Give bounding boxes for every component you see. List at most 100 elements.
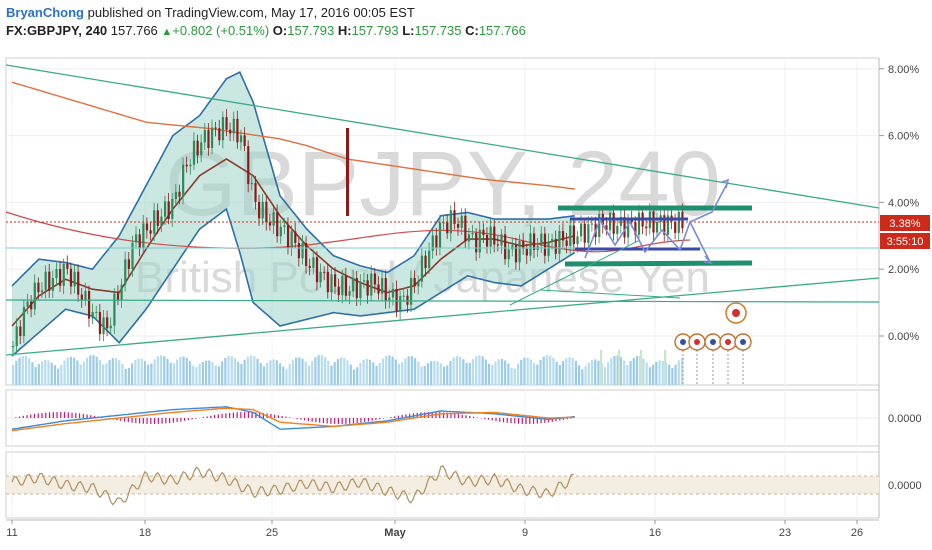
candle-body	[294, 231, 297, 243]
candle-body	[370, 273, 373, 296]
volume-bar	[359, 362, 362, 385]
volume-bar	[545, 355, 549, 385]
volume-bar	[37, 364, 40, 385]
volume-bar	[680, 357, 684, 385]
candle-body	[489, 226, 492, 247]
candle-body	[406, 295, 409, 305]
volume-bar	[147, 364, 150, 385]
candle-body	[210, 127, 214, 149]
candle-body	[402, 295, 405, 297]
candle-body	[69, 268, 73, 287]
candle-body	[95, 311, 98, 313]
candle-body	[551, 238, 554, 242]
volume-bar	[266, 362, 269, 385]
macd-tick-label: 0.0000	[888, 413, 922, 425]
candle-body	[453, 210, 456, 224]
volume-bar	[491, 365, 494, 385]
candle-body	[344, 276, 348, 296]
symbol-label[interactable]: FX:GBPJPY, 240	[6, 23, 108, 38]
high-value: 157.793	[351, 23, 399, 38]
candle-body	[554, 238, 557, 254]
candle-body	[127, 259, 130, 269]
candle-body	[163, 201, 167, 217]
candle-body	[120, 284, 123, 300]
volume-bar	[648, 367, 651, 385]
volume-bar	[378, 362, 381, 385]
candle-body	[561, 231, 565, 241]
volume-bar	[436, 361, 439, 385]
volume-bar	[198, 364, 201, 385]
close-label: C:	[465, 23, 479, 38]
volume-bar	[401, 362, 404, 385]
volume-bar	[240, 363, 243, 385]
lower-band	[11, 207, 576, 357]
volume-bar	[368, 359, 372, 385]
volume-bar	[24, 356, 28, 385]
volume-bar	[153, 359, 156, 385]
volume-bar	[549, 355, 552, 385]
candle-body	[674, 221, 677, 233]
candle-body	[30, 301, 33, 310]
candle-body	[192, 140, 196, 165]
volume-bar	[481, 356, 484, 385]
bollinger-bands	[11, 70, 576, 357]
volume-bar	[455, 356, 459, 385]
volume-bar	[89, 355, 92, 385]
volume-bar	[214, 365, 217, 385]
candle-body	[576, 236, 579, 245]
volume-bar	[282, 366, 285, 385]
candle-body	[297, 242, 301, 259]
last-price: 157.766	[110, 23, 158, 38]
upper-trendline	[5, 64, 880, 209]
candle-body	[276, 212, 279, 237]
candle-body	[207, 130, 210, 149]
candle-body	[565, 240, 568, 246]
volume-bar	[539, 360, 542, 385]
candle-body	[48, 271, 51, 291]
open-label: O:	[272, 23, 288, 38]
volume-bar	[594, 359, 597, 385]
economic-events[interactable]	[674, 302, 752, 385]
volume-bar	[584, 365, 587, 385]
volume-bar	[28, 358, 31, 385]
volume-bar	[233, 358, 237, 385]
candle-body	[500, 234, 503, 246]
volume-bar	[134, 360, 137, 385]
volume-bar	[150, 363, 153, 385]
candle-body	[511, 245, 514, 250]
candle-body	[250, 183, 253, 185]
trend-drawings[interactable]	[5, 64, 880, 356]
volume-bar	[578, 365, 581, 385]
candle-body	[514, 245, 518, 263]
volume-bars	[12, 350, 684, 385]
volume-bar	[346, 360, 349, 385]
volume-bar	[221, 361, 224, 385]
volume-bar	[195, 367, 198, 385]
candle-body	[547, 241, 550, 256]
volume-bar	[587, 362, 590, 385]
volume-bar	[385, 356, 388, 385]
volume-bar	[291, 360, 294, 385]
moving-averages	[5, 81, 691, 327]
volume-bar	[102, 364, 105, 385]
volume-bar	[57, 368, 60, 385]
candle-body	[116, 293, 120, 300]
volume-bar	[423, 365, 426, 385]
candle-body	[355, 277, 358, 299]
candle-body	[518, 240, 521, 263]
candle-body	[341, 276, 344, 296]
price-change: +0.802 (+0.51%)	[172, 23, 270, 38]
volume-bar	[124, 368, 127, 385]
volume-bar	[237, 361, 240, 385]
author-link[interactable]: BryanChong	[6, 5, 84, 20]
volume-bar	[671, 368, 674, 385]
candle-body	[113, 293, 116, 326]
volume-bar	[394, 359, 397, 385]
osc-tick-label: 0.0000	[888, 480, 922, 492]
ema-mid	[5, 211, 691, 253]
volume-bar	[301, 358, 304, 385]
volume-bar	[50, 362, 53, 385]
volume-bar	[475, 356, 478, 385]
volume-bar	[295, 357, 298, 385]
